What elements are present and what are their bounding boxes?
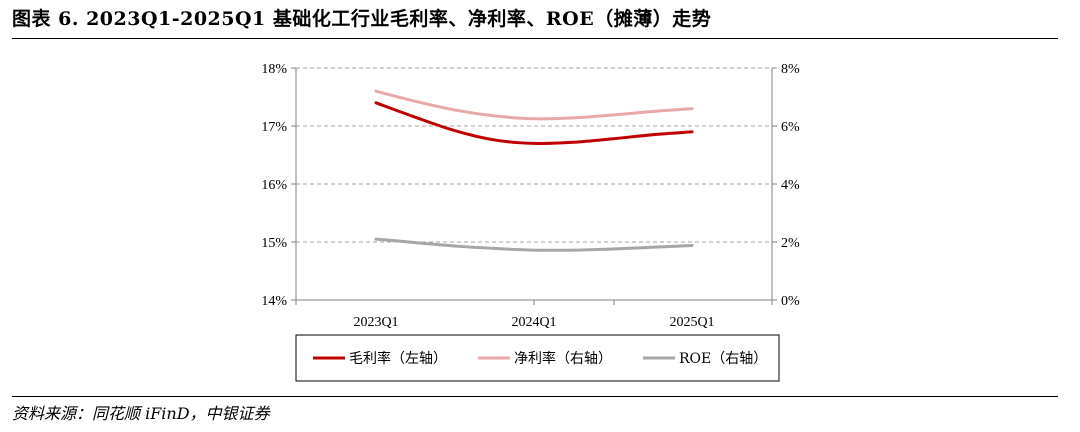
y-tick-label-right: 4% xyxy=(781,178,800,193)
y-tick-label-right: 2% xyxy=(781,236,800,251)
chart-title: 图表 6. 2023Q1-2025Q1 基础化工行业毛利率、净利率、ROE（摊薄… xyxy=(12,8,712,30)
y-tick-label-left: 17% xyxy=(261,120,287,135)
y-tick-label-left: 14% xyxy=(261,294,287,309)
source-rule xyxy=(12,396,1058,397)
y-tick-label-right: 0% xyxy=(781,294,800,309)
legend-net-margin-label: 净利率（右轴） xyxy=(514,350,612,367)
title-rule xyxy=(12,38,1058,39)
y-tick-label-right: 6% xyxy=(781,120,800,135)
y-tick-label-left: 15% xyxy=(261,236,287,251)
legend-box xyxy=(295,334,780,382)
axes xyxy=(291,67,777,305)
legend: 毛利率（左轴） 净利率（右轴） ROE（右轴） xyxy=(295,334,780,382)
y-tick-label-left: 18% xyxy=(261,62,287,77)
line-chart: 14% 0% 15% 2% 16% 4% 17% 6% 18% 8% 2023Q1 2024Q1 202… xyxy=(261,62,800,382)
legend-gross-margin-label: 毛利率（左轴） xyxy=(349,350,447,367)
series-net-margin-line xyxy=(374,89,694,121)
tick-labels: 14% 0% 15% 2% 16% 4% 17% 6% 18% 8% 2023Q1 2024Q1 202… xyxy=(261,62,800,330)
x-tick-label: 2024Q1 xyxy=(511,315,556,330)
series-roe-line xyxy=(374,237,694,252)
source-note: 资料来源：同花顺 iFinD，中银证券 xyxy=(12,404,270,423)
legend-roe-label: ROE（右轴） xyxy=(679,351,767,367)
gridlines xyxy=(296,67,772,243)
series-lines xyxy=(374,89,694,252)
y-tick-label-left: 16% xyxy=(261,178,287,193)
y-tick-label-right: 8% xyxy=(781,62,800,77)
series-gross-margin-line xyxy=(374,101,694,145)
x-tick-label: 2025Q1 xyxy=(669,315,714,330)
x-tick-label: 2023Q1 xyxy=(353,315,398,330)
